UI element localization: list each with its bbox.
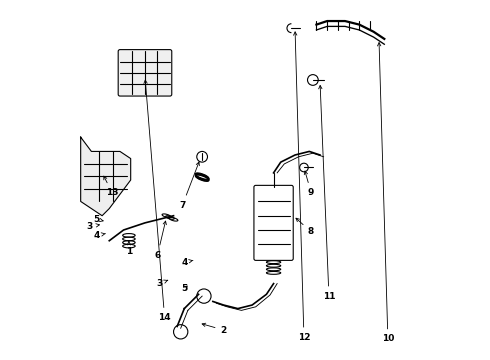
- Text: 4: 4: [181, 258, 193, 267]
- Polygon shape: [81, 137, 131, 216]
- Text: 11: 11: [318, 85, 335, 301]
- Text: 5: 5: [181, 284, 187, 293]
- Text: 2: 2: [202, 323, 227, 334]
- Text: 6: 6: [154, 221, 167, 260]
- Text: 13: 13: [104, 176, 119, 197]
- Text: 8: 8: [296, 218, 314, 236]
- Text: 7: 7: [179, 162, 199, 210]
- Text: 14: 14: [144, 80, 171, 322]
- Text: 12: 12: [294, 32, 310, 342]
- FancyBboxPatch shape: [118, 50, 172, 96]
- Text: 10: 10: [377, 42, 394, 343]
- Text: 3: 3: [156, 279, 168, 288]
- Text: 9: 9: [304, 171, 314, 197]
- Text: 4: 4: [94, 231, 105, 240]
- Text: 1: 1: [126, 241, 132, 256]
- Text: 5: 5: [94, 215, 103, 224]
- Text: 3: 3: [86, 222, 99, 231]
